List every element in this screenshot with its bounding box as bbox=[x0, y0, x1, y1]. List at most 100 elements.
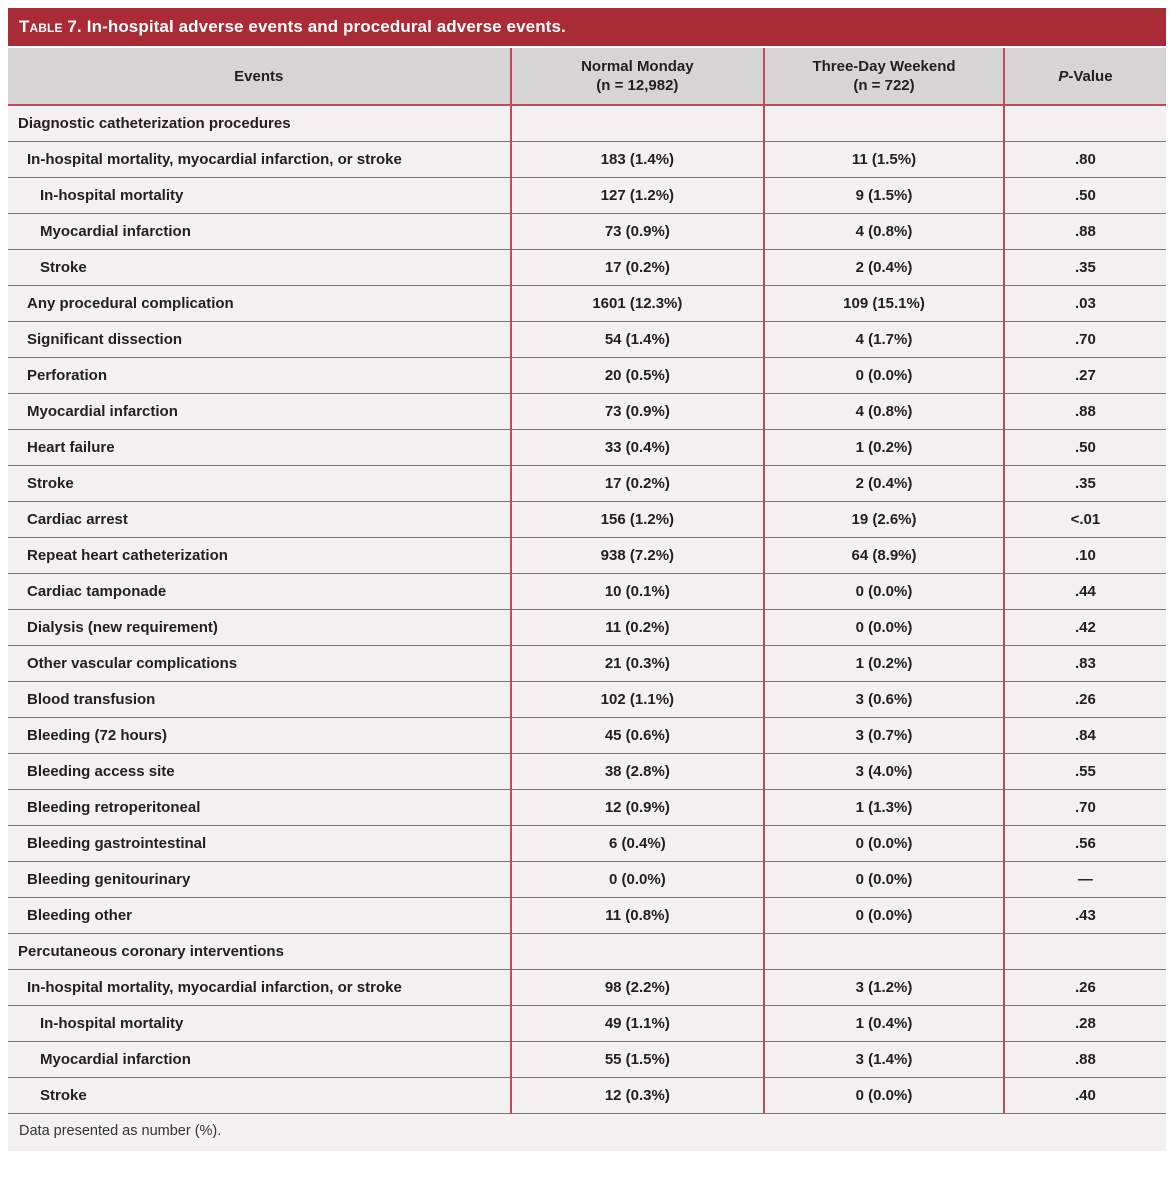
p-value-cell: .88 bbox=[1002, 213, 1166, 250]
event-label-cell: Cardiac arrest bbox=[8, 501, 511, 538]
col-header-normal-monday: Normal Monday (n = 12,982) bbox=[509, 48, 765, 106]
event-label-cell: Blood transfusion bbox=[8, 681, 511, 718]
three-day-weekend-cell: 64 (8.9%) bbox=[763, 537, 1004, 574]
table-row: Bleeding genitourinary 0 (0.0%) 0 (0.0%) — bbox=[8, 861, 1166, 898]
table-row: Significant dissection 54 (1.4%) 4 (1.7%).… bbox=[8, 321, 1166, 358]
normal-monday-cell: 38 (2.8%) bbox=[509, 753, 765, 790]
normal-monday-cell: 6 (0.4%) bbox=[509, 825, 765, 862]
col-header-normal-monday-label: Normal Monday bbox=[581, 58, 694, 75]
table-row: Stroke 17 (0.2%) 2 (0.4%) .35 bbox=[8, 465, 1166, 502]
table-row: Myocardial infarction 73 (0.9%) 4 (0.8%) .8… bbox=[8, 213, 1166, 250]
p-value-cell: .56 bbox=[1002, 825, 1166, 862]
p-value-cell: .70 bbox=[1002, 789, 1166, 826]
event-label-cell: Percutaneous coronary interventions bbox=[8, 933, 511, 970]
three-day-weekend-cell: 0 (0.0%) bbox=[763, 357, 1004, 394]
table-title-bar: Table 7. In-hospital adverse events and … bbox=[8, 8, 1166, 46]
normal-monday-cell: 98 (2.2%) bbox=[509, 969, 765, 1006]
table-row: In-hospital mortality 49 (1.1%) 1 (0.4%) .2… bbox=[8, 1005, 1166, 1042]
p-value-cell: .88 bbox=[1002, 1041, 1166, 1078]
p-value-cell: .55 bbox=[1002, 753, 1166, 790]
normal-monday-cell: 73 (0.9%) bbox=[509, 213, 765, 250]
p-value-cell: .42 bbox=[1002, 609, 1166, 646]
event-label-cell: Significant dissection bbox=[8, 321, 511, 358]
table-row: Stroke 17 (0.2%) 2 (0.4%) .35 bbox=[8, 249, 1166, 286]
col-header-events: Events bbox=[8, 48, 511, 106]
p-value-cell: .70 bbox=[1002, 321, 1166, 358]
event-label-cell: Bleeding access site bbox=[8, 753, 511, 790]
p-value-cell: .50 bbox=[1002, 177, 1166, 214]
three-day-weekend-cell: 9 (1.5%) bbox=[763, 177, 1004, 214]
p-value-cell: .88 bbox=[1002, 393, 1166, 430]
adverse-events-table: Events Normal Monday (n = 12,982) Three-… bbox=[8, 48, 1166, 1114]
normal-monday-cell bbox=[509, 105, 765, 142]
table-row: Cardiac tamponade 10 (0.1%) 0 (0.0%) .44 bbox=[8, 573, 1166, 610]
event-label-cell: In-hospital mortality bbox=[8, 177, 511, 214]
event-label-cell: Myocardial infarction bbox=[8, 1041, 511, 1078]
normal-monday-cell: 938 (7.2%) bbox=[509, 537, 765, 574]
col-header-pvalue: P-Value bbox=[1002, 48, 1166, 106]
table-title: In-hospital adverse events and procedura… bbox=[86, 17, 566, 36]
normal-monday-cell: 10 (0.1%) bbox=[509, 573, 765, 610]
normal-monday-cell: 12 (0.9%) bbox=[509, 789, 765, 826]
event-label-cell: Stroke bbox=[8, 1077, 511, 1114]
table-row: Blood transfusion 102 (1.1%) 3 (0.6%) .26 bbox=[8, 681, 1166, 718]
table-row: Cardiac arrest 156 (1.2%) 19 (2.6%) <.01 bbox=[8, 501, 1166, 538]
p-value-cell: .44 bbox=[1002, 573, 1166, 610]
table-row: Dialysis (new requirement) 11 (0.2%) 0 (0.… bbox=[8, 609, 1166, 646]
p-value-cell: .50 bbox=[1002, 429, 1166, 466]
col-header-normal-monday-n: (n = 12,982) bbox=[596, 77, 679, 94]
col-header-three-day-weekend: Three-Day Weekend (n = 722) bbox=[763, 48, 1004, 106]
three-day-weekend-cell: 3 (0.7%) bbox=[763, 717, 1004, 754]
p-value-cell: .83 bbox=[1002, 645, 1166, 682]
table-row: Myocardial infarction 73 (0.9%) 4 (0.8%) .8… bbox=[8, 393, 1166, 430]
table-row: In-hospital mortality, myocardial infarc… bbox=[8, 969, 1166, 1006]
three-day-weekend-cell: 4 (0.8%) bbox=[763, 213, 1004, 250]
normal-monday-cell: 183 (1.4%) bbox=[509, 141, 765, 178]
table-body: Diagnostic catheterization procedures In-… bbox=[8, 105, 1166, 1114]
normal-monday-cell: 45 (0.6%) bbox=[509, 717, 765, 754]
p-value-cell: .84 bbox=[1002, 717, 1166, 754]
normal-monday-cell: 1601 (12.3%) bbox=[509, 285, 765, 322]
table-footnote: Data presented as number (%). bbox=[8, 1114, 1166, 1151]
event-label-cell: Diagnostic catheterization procedures bbox=[8, 105, 511, 142]
p-value-cell: — bbox=[1002, 861, 1166, 898]
col-header-three-day-weekend-n: (n = 722) bbox=[853, 77, 915, 94]
p-value-cell: .03 bbox=[1002, 285, 1166, 322]
p-value-cell: .35 bbox=[1002, 249, 1166, 286]
table-row: Bleeding (72 hours) 45 (0.6%) 3 (0.7%) .84 bbox=[8, 717, 1166, 754]
normal-monday-cell: 55 (1.5%) bbox=[509, 1041, 765, 1078]
three-day-weekend-cell: 1 (0.2%) bbox=[763, 429, 1004, 466]
event-label-cell: Perforation bbox=[8, 357, 511, 394]
p-value-cell bbox=[1002, 933, 1166, 970]
event-label-cell: Stroke bbox=[8, 465, 511, 502]
col-header-pvalue-p: P bbox=[1058, 67, 1069, 85]
table-row: Any procedural complication 1601 (12.3%) 1… bbox=[8, 285, 1166, 322]
three-day-weekend-cell: 0 (0.0%) bbox=[763, 861, 1004, 898]
normal-monday-cell: 49 (1.1%) bbox=[509, 1005, 765, 1042]
normal-monday-cell: 127 (1.2%) bbox=[509, 177, 765, 214]
three-day-weekend-cell: 4 (1.7%) bbox=[763, 321, 1004, 358]
table-row: Bleeding gastrointestinal 6 (0.4%) 0 (0.0%… bbox=[8, 825, 1166, 862]
three-day-weekend-cell bbox=[763, 105, 1004, 142]
p-value-cell: .10 bbox=[1002, 537, 1166, 574]
table-row: Perforation 20 (0.5%) 0 (0.0%) .27 bbox=[8, 357, 1166, 394]
normal-monday-cell bbox=[509, 933, 765, 970]
three-day-weekend-cell: 2 (0.4%) bbox=[763, 249, 1004, 286]
event-label-cell: Repeat heart catheterization bbox=[8, 537, 511, 574]
event-label-cell: Cardiac tamponade bbox=[8, 573, 511, 610]
normal-monday-cell: 20 (0.5%) bbox=[509, 357, 765, 394]
event-label-cell: Bleeding gastrointestinal bbox=[8, 825, 511, 862]
table7-card: Table 7. In-hospital adverse events and … bbox=[8, 8, 1166, 1151]
p-value-cell: .27 bbox=[1002, 357, 1166, 394]
section-row: Percutaneous coronary interventions bbox=[8, 933, 1166, 970]
event-label-cell: Bleeding other bbox=[8, 897, 511, 934]
three-day-weekend-cell: 109 (15.1%) bbox=[763, 285, 1004, 322]
p-value-cell: .26 bbox=[1002, 681, 1166, 718]
p-value-cell: .35 bbox=[1002, 465, 1166, 502]
event-label-cell: Stroke bbox=[8, 249, 511, 286]
event-label-cell: Myocardial infarction bbox=[8, 393, 511, 430]
table-row: In-hospital mortality 127 (1.2%) 9 (1.5%).… bbox=[8, 177, 1166, 214]
table-row: Bleeding access site 38 (2.8%) 3 (4.0%) .55 bbox=[8, 753, 1166, 790]
three-day-weekend-cell: 11 (1.5%) bbox=[763, 141, 1004, 178]
